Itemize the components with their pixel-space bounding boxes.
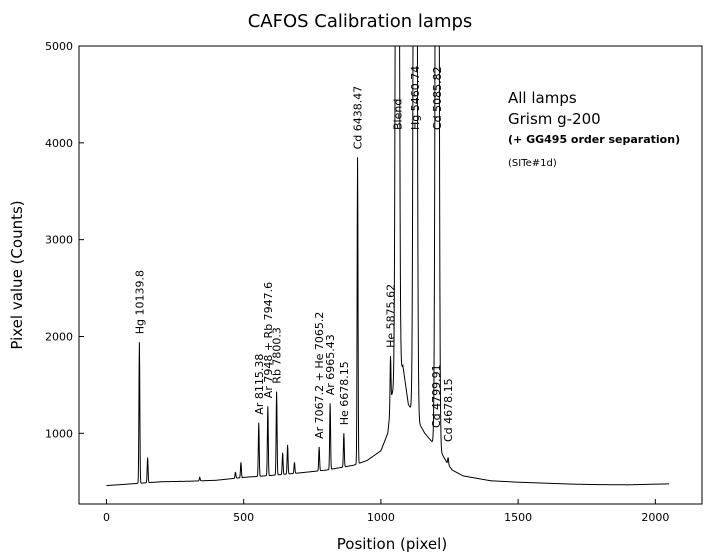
x-axis-ticks: 0 500 1000 1500 2000: [103, 499, 669, 524]
line-label: Cd 5085.82: [431, 66, 444, 130]
line-label: Ar 6965.43: [324, 334, 337, 395]
x-tick-label: 1500: [504, 511, 532, 524]
line-label: Hg 5460.74: [409, 66, 422, 130]
line-label: Ar 7067.2 + He 7065.2: [313, 312, 326, 439]
x-axis-title: Position (pixel): [337, 535, 447, 553]
chart-title: CAFOS Calibration lamps: [248, 11, 473, 32]
y-axis-title: Pixel value (Counts): [8, 200, 26, 349]
y-tick-label: 5000: [45, 40, 73, 53]
x-tick-label: 2000: [641, 511, 669, 524]
line-label: Hg 10139.8: [133, 270, 146, 334]
y-tick-label: 1000: [45, 427, 73, 440]
y-tick-label: 2000: [45, 330, 73, 343]
plot-frame: [78, 45, 703, 505]
line-label: Ar 7948 + Rb 7947.6: [262, 282, 275, 398]
annotation-filter: (+ GG495 order separation): [508, 133, 680, 146]
annotation-detector: (SITe#1d): [508, 158, 557, 169]
line-label: Rb 7800.3: [271, 327, 284, 384]
annotation-lamps: All lamps: [508, 89, 577, 107]
x-tick-label: 500: [233, 511, 254, 524]
line-label: He 6678.15: [338, 361, 351, 425]
y-tick-label: 4000: [45, 137, 73, 150]
y-tick-label: 3000: [45, 234, 73, 247]
line-label: Blend: [391, 99, 404, 130]
line-label: Cd 4799.91: [430, 364, 443, 428]
y-axis-ticks: 1000 2000 3000 4000 5000: [45, 40, 84, 440]
line-label: Cd 4678.15: [442, 378, 455, 442]
annotation-grism: Grism g-200: [508, 110, 601, 128]
line-label: Cd 6438.47: [352, 86, 365, 150]
line-label: Ar 8115.38: [253, 354, 266, 415]
x-tick-label: 0: [103, 511, 110, 524]
x-tick-label: 1000: [367, 511, 395, 524]
spectrum-line: [106, 46, 670, 487]
line-label: He 5875.62: [385, 284, 398, 348]
